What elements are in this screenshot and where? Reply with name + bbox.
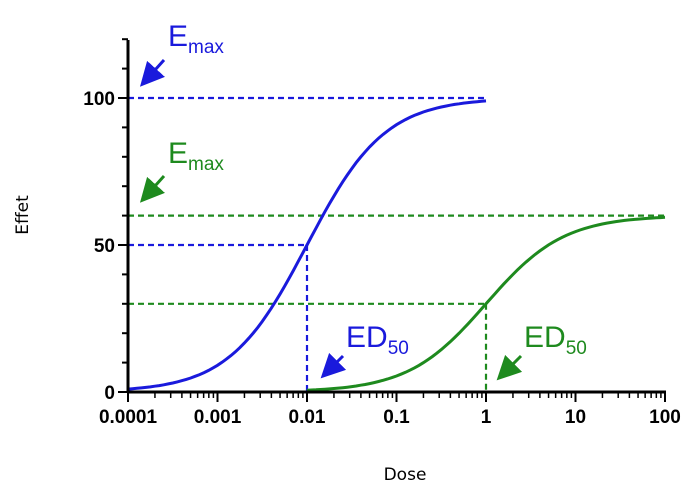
annotations: Emax Emax ED50 ED50 [168, 20, 587, 359]
annotation-label: Emax [168, 137, 224, 175]
x-axis-title: Dose [384, 465, 427, 485]
annotation-label: ED50 [346, 321, 409, 359]
annotation-arrows [139, 58, 523, 381]
series-curve-blue [127, 99, 487, 391]
x-tick-label: 100 [649, 407, 681, 428]
y-tick-label: 100 [83, 89, 115, 110]
annotation-arrow-icon [320, 352, 347, 379]
x-tick-label: 0.001 [194, 407, 242, 428]
y-axis-title: Effet [13, 195, 33, 235]
annotation-label: Emax [168, 20, 224, 58]
x-tick-label: 0.0001 [99, 407, 158, 428]
x-tick-label: 0.1 [383, 407, 410, 428]
x-tick-label: 1 [481, 407, 492, 428]
series-curves [127, 99, 666, 392]
annotation-label: ED50 [524, 321, 587, 359]
y-tick-label: 0 [104, 383, 115, 404]
annotation-arrow-icon [496, 354, 523, 381]
annotation-arrow-icon [139, 58, 166, 87]
axes: 0 50 100 0.0001 0.001 0.01 0.1 1 10 100 [83, 38, 681, 428]
y-tick-label: 50 [94, 236, 115, 257]
x-ticks: 0.0001 0.001 0.01 0.1 1 10 100 [99, 392, 681, 428]
reference-lines [128, 96, 665, 392]
annotation-arrow-icon [139, 174, 166, 203]
y-ticks: 0 50 100 [83, 38, 128, 404]
x-tick-label: 0.01 [289, 407, 326, 428]
x-tick-label: 10 [565, 407, 586, 428]
series-curve-green [306, 215, 666, 392]
